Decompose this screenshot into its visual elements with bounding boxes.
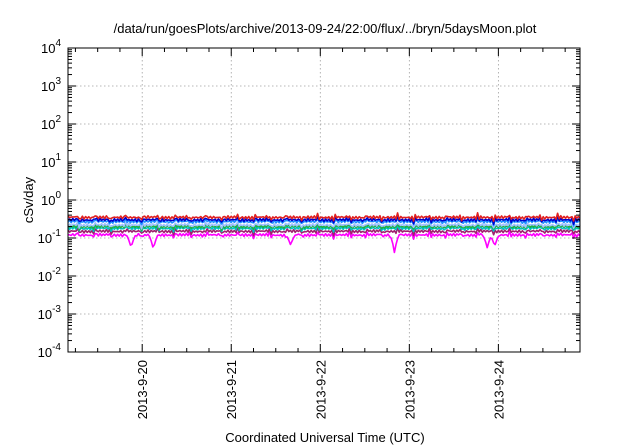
chart-title: /data/run/goesPlots/archive/2013-09-24/2…: [114, 21, 537, 36]
y-tick-label: 104: [41, 38, 61, 56]
y-tick-labels: 10-4 10-3 10-2 10-1 100 101 102 103 104: [38, 38, 62, 360]
x-tick-label: 2013-9-22: [313, 360, 328, 419]
series-line: [67, 220, 581, 230]
x-tick-labels: 2013-9-20 2013-9-21 2013-9-22 2013-9-23 2013…: [135, 360, 506, 419]
y-tick-label: 10-1: [38, 228, 62, 246]
x-axis-label: Coordinated Universal Time (UTC): [225, 430, 424, 445]
y-tick-label: 101: [41, 152, 61, 170]
series-line: [67, 223, 581, 234]
x-tick-label: 2013-9-21: [224, 360, 239, 419]
chart-ticks: [68, 47, 580, 353]
chart-grid: [68, 48, 580, 352]
y-tick-label: 103: [41, 76, 61, 94]
x-tick-label: 2013-9-24: [491, 360, 506, 419]
x-tick-label: 2013-9-20: [135, 360, 150, 419]
y-tick-label: 102: [41, 114, 61, 132]
y-tick-label: 10-4: [38, 342, 62, 360]
series-line: [67, 226, 581, 237]
y-tick-label: 10-2: [38, 266, 62, 284]
x-tick-label: 2013-9-23: [402, 360, 417, 419]
y-tick-label: 100: [41, 190, 61, 208]
y-axis-label: cSv/day: [21, 176, 36, 223]
series-line: [67, 229, 581, 254]
y-tick-label: 10-3: [38, 304, 62, 322]
chart-series-group: [67, 212, 581, 254]
series-line: [67, 212, 581, 222]
